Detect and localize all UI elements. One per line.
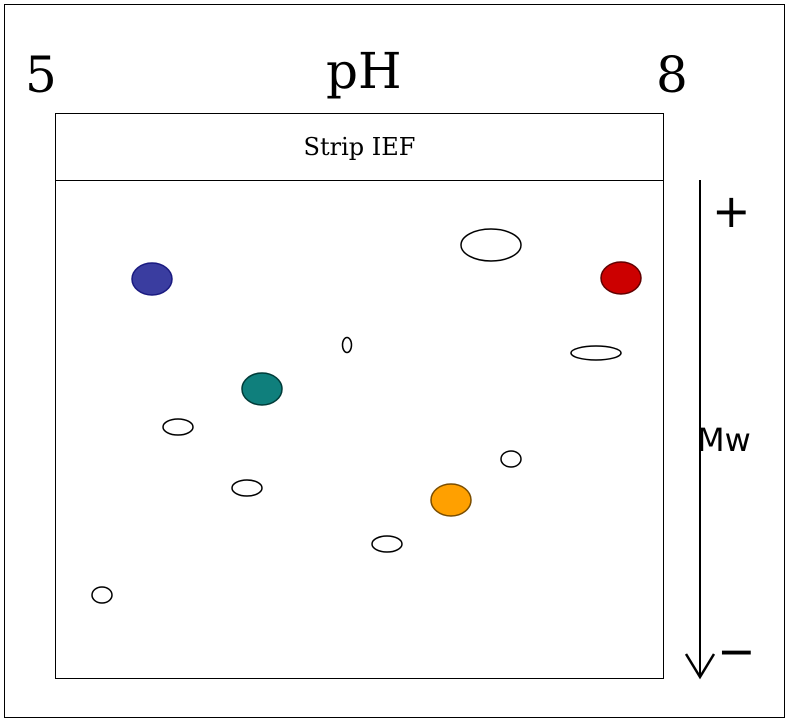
spot-unlabeled <box>162 418 194 436</box>
spot-unlabeled <box>341 336 353 354</box>
ph-max-label: 8 <box>656 46 688 104</box>
spot-unlabeled <box>460 228 522 262</box>
ph-axis-title: pH <box>326 42 402 100</box>
mw-axis-title: Mw <box>697 421 751 459</box>
spot-unlabeled <box>371 535 403 553</box>
mw-plus-sign: + <box>712 184 751 238</box>
spot-teal <box>241 372 283 406</box>
mw-minus-sign: − <box>717 624 756 678</box>
mw-arrow-head <box>684 653 716 680</box>
gel-box: Strip IEF <box>55 113 664 679</box>
strip-label: Strip IEF <box>303 133 416 161</box>
figure-frame <box>4 4 785 718</box>
spot-blue <box>131 262 173 296</box>
ph-min-label: 5 <box>25 46 57 104</box>
spot-unlabeled <box>91 586 113 604</box>
ief-strip: Strip IEF <box>56 114 663 181</box>
spot-red <box>600 261 642 295</box>
spot-unlabeled <box>570 345 622 361</box>
spot-unlabeled <box>231 479 263 497</box>
spot-orange <box>430 483 472 517</box>
spot-unlabeled <box>500 450 522 468</box>
